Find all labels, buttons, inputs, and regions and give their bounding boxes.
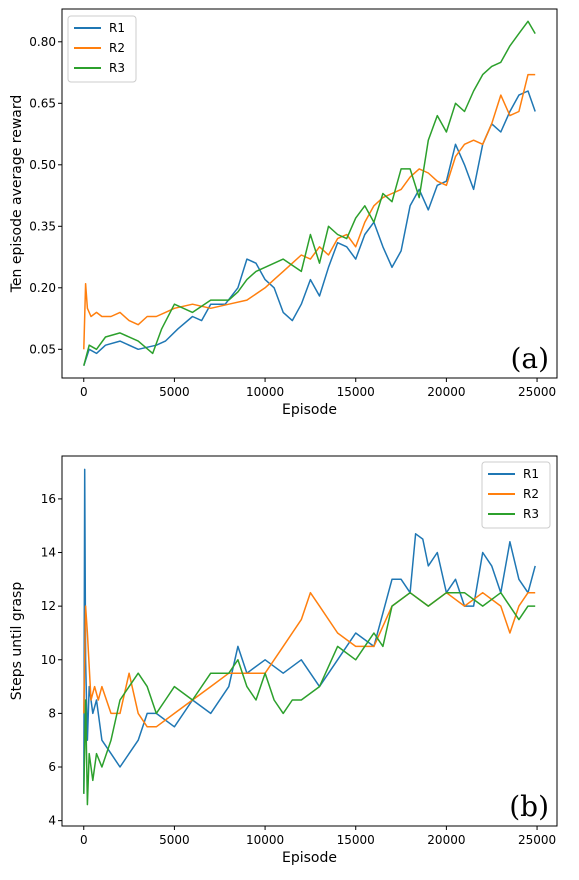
y-tick-label: 14 <box>41 546 56 560</box>
panel-label: (b) <box>509 790 549 823</box>
legend-label-r1: R1 <box>523 467 539 481</box>
y-tick-label: 0.35 <box>29 219 56 233</box>
series-line-r2 <box>83 591 536 728</box>
x-tick-label: 25000 <box>518 385 556 399</box>
series-line-r2 <box>83 73 536 350</box>
y-tick-label: 4 <box>48 814 56 828</box>
legend-label-r3: R3 <box>523 507 539 521</box>
y-axis-label: Steps until grasp <box>9 582 25 701</box>
y-tick-label: 0.80 <box>29 35 56 49</box>
series-line-r3 <box>83 591 536 806</box>
y-tick-label: 0.50 <box>29 158 56 172</box>
plot-frame <box>61 455 558 827</box>
y-tick-label: 0.65 <box>29 96 56 110</box>
series-line-r1 <box>83 468 536 794</box>
y-tick-label: 10 <box>41 653 56 667</box>
x-tick-label: 20000 <box>427 833 465 847</box>
y-tick-label: 6 <box>48 760 56 774</box>
y-axis-label: Ten episode average reward <box>9 95 25 294</box>
plot-frame <box>61 8 558 379</box>
x-tick-label: 15000 <box>337 385 375 399</box>
x-axis-label: Episode <box>282 850 337 866</box>
legend-label-r2: R2 <box>109 41 125 55</box>
x-tick-label: 0 <box>80 833 88 847</box>
legend: R1 R2 R3 <box>67 15 137 83</box>
series-line-r1 <box>83 90 536 366</box>
x-tick-label: 20000 <box>427 385 465 399</box>
panel-label: (a) <box>510 342 549 375</box>
legend-box <box>481 461 551 529</box>
series-lines <box>83 468 536 806</box>
x-tick-label: 10000 <box>246 833 284 847</box>
x-tick-label: 15000 <box>337 833 375 847</box>
x-tick-label: 5000 <box>159 385 190 399</box>
legend: R1 R2 R3 <box>481 461 551 529</box>
y-tick-label: 16 <box>41 492 56 506</box>
y-tick-label: 8 <box>48 706 56 720</box>
series-lines <box>83 20 536 366</box>
x-tick-label: 0 <box>80 385 88 399</box>
legend-label-r2: R2 <box>523 487 539 501</box>
y-tick-label: 12 <box>41 599 56 613</box>
panel-b: 0 5000 10000 15000 20000 25000 4 6 8 10 12 14 16 Epis… <box>9 455 558 866</box>
panel-a: 0 5000 10000 15000 20000 25000 0.05 0.20 0.35 0.5… <box>9 8 558 418</box>
x-axis-label: Episode <box>282 402 337 418</box>
x-tick-label: 5000 <box>159 833 190 847</box>
y-tick-label: 0.20 <box>29 281 56 295</box>
y-tick-label: 0.05 <box>29 342 56 356</box>
legend-label-r3: R3 <box>109 61 125 75</box>
series-line-r3 <box>83 20 536 366</box>
legend-box <box>67 15 137 83</box>
x-tick-label: 25000 <box>518 833 556 847</box>
legend-label-r1: R1 <box>109 21 125 35</box>
x-tick-label: 10000 <box>246 385 284 399</box>
